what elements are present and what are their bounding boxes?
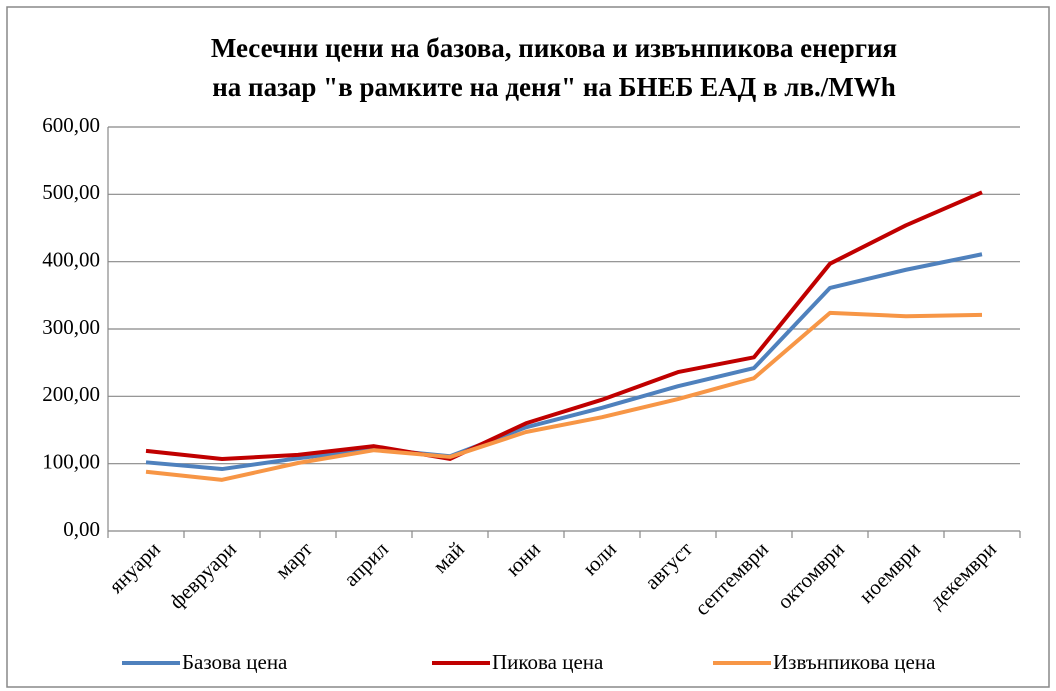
series-line [145, 310, 983, 482]
chart-frame [6, 6, 1050, 688]
legend-label: Пикова цена [492, 650, 604, 674]
y-tick-label: 100,00 [42, 449, 100, 473]
chart-title: на пазар "в рамките на деня" на БНЕБ ЕАД… [212, 72, 896, 102]
y-tick-label: 400,00 [42, 247, 100, 271]
y-tick-label: 600,00 [42, 113, 100, 137]
legend-label: Базова цена [182, 650, 288, 674]
chart-title: Месечни цени на базова, пикова и извънпи… [211, 33, 897, 63]
y-tick-label: 200,00 [42, 382, 100, 406]
legend-label: Извънпикова цена [773, 650, 936, 674]
series-line [145, 190, 983, 461]
series-line [145, 252, 983, 472]
y-tick-label: 0,00 [63, 517, 100, 541]
y-tick-label: 500,00 [42, 180, 100, 204]
y-tick-label: 300,00 [42, 315, 100, 339]
